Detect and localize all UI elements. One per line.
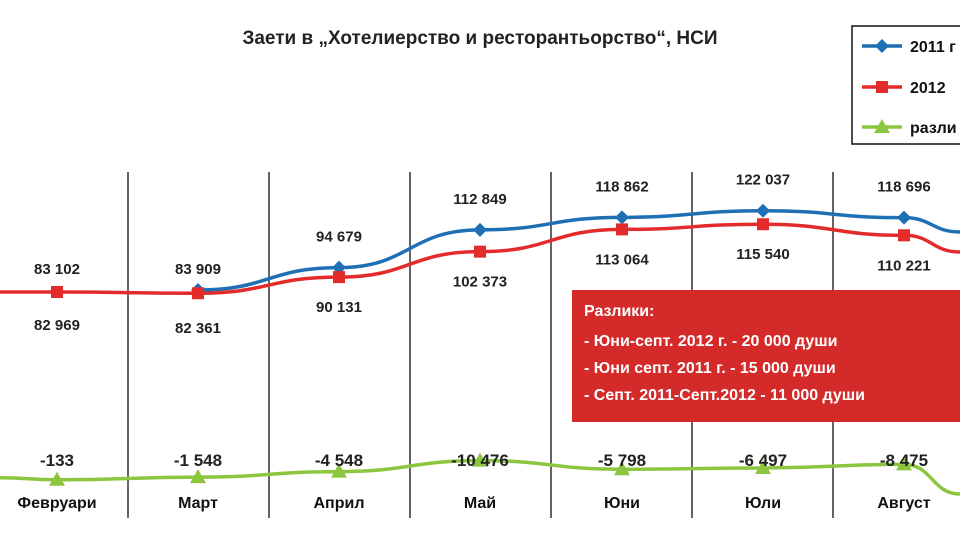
legend-label-2: разли [910,120,957,137]
label-2011-5: 122 037 [736,172,790,189]
label-2012-0: 82 969 [34,317,80,334]
legend-marker-0 [875,39,889,53]
month-label-6: Август [877,495,930,512]
annotation-box: Разлики: - Юни-септ. 2012 г. - 20 000 душ… [572,290,960,422]
point-2012-6 [898,229,910,242]
label-diff-0: -133 [40,451,74,470]
annotation-line-0: - Юни-септ. 2012 г. - 20 000 души [584,333,837,350]
point-2011-6 [897,210,911,225]
legend-label-1: 2012 [910,80,946,97]
chart-title: Заети в „Хотелиерство и ресторантьорство… [242,28,717,49]
label-2011-3: 112 849 [453,191,506,208]
point-2012-5 [757,218,769,231]
point-diff-1 [190,469,206,484]
legend-marker-2 [874,119,890,133]
series-lines [0,203,960,496]
label-diff-1: -1 548 [174,451,222,470]
legend: 2011 г 2012 разли [851,25,960,145]
month-label-5: Юли [745,495,781,512]
label-2011-6: 118 696 [877,179,930,196]
label-2011-4: 118 862 [595,178,648,195]
point-2012-2 [333,271,345,284]
label-2011-2: 94 679 [316,229,362,246]
label-diff-3: -10 476 [451,451,509,470]
point-diff-5 [755,459,771,474]
point-diff-2 [331,463,347,478]
point-diff-4 [614,461,630,476]
point-2012-4 [616,223,628,236]
label-diff-4: -5 798 [598,451,646,470]
label-2012-1: 82 361 [175,320,221,337]
label-2011-1: 83 909 [175,261,221,278]
value-labels: 83 102 82 969 -133 83 909 82 361 -1 548 94 679… [34,172,931,470]
annotation-background [572,290,960,422]
month-label-0: Февруари [17,495,96,512]
month-label-2: Април [314,495,365,512]
annotation-line-1: - Юни септ. 2011 г. - 15 000 души [584,360,836,377]
label-2012-3: 102 373 [453,274,507,291]
label-diff-2: -4 548 [315,451,363,470]
annotation-title: Разлики: [584,303,654,320]
point-diff-3 [472,452,488,467]
point-2012-0 [51,285,63,298]
label-diff-5: -6 497 [739,451,787,470]
month-label-3: Май [464,495,496,512]
point-2011-4 [615,210,629,225]
month-label-1: Март [178,495,218,512]
legend-label-0: 2011 г [910,39,956,56]
annotation-line-2: - Септ. 2011-Септ.2012 - 11 000 души [584,387,865,404]
label-2012-6: 110 221 [877,257,930,274]
month-label-4: Юни [604,495,640,512]
point-2011-5 [756,203,770,218]
x-axis-labels: Февруари Март Април Май Юни Юли Август [17,495,930,512]
label-2012-4: 113 064 [595,251,649,268]
label-diff-6: -8 475 [880,451,928,470]
point-2011-3 [473,222,487,237]
point-2012-3 [474,245,486,258]
label-2011-0: 83 102 [34,261,80,278]
legend-marker-1 [876,81,888,93]
point-diff-0 [49,471,65,486]
point-diff-6 [896,456,912,471]
label-2012-5: 115 540 [736,246,789,263]
point-2012-1 [192,287,204,300]
label-2012-2: 90 131 [316,299,362,316]
